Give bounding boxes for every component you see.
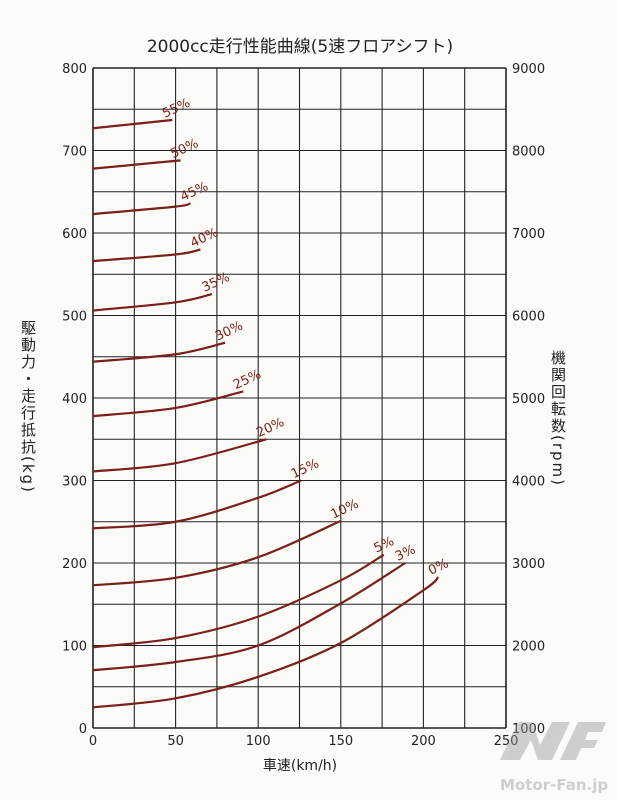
- y-axis-label: 駆動力・走行抵抗(kg): [19, 320, 37, 494]
- axes: 0 50 100 150 200 250 0 100 200 300 400 500 600 700 800…: [62, 62, 545, 749]
- y-tick-label: 400: [62, 392, 87, 407]
- curve-25pct: [92, 390, 244, 418]
- x-tick-label: 50: [167, 734, 184, 749]
- y2-tick-label: 9000: [512, 62, 545, 77]
- svg-text:Motor-Fan.jp: Motor-Fan.jp: [500, 776, 608, 794]
- x-tick-label: 100: [246, 734, 271, 749]
- curve-label: 3%: [393, 542, 418, 564]
- y2-tick-label: 4000: [512, 475, 545, 490]
- curve-label: 5%: [372, 534, 397, 556]
- curves: 0%3%5%10%15%20%25%30%35%40%45%50%55%: [92, 96, 451, 709]
- curve-label: 15%: [289, 456, 322, 482]
- curve-20pct: [92, 438, 267, 473]
- y2-tick-label: 1000: [512, 722, 545, 737]
- chart-title: 2000cc走行性能曲線(5速フロアシフト): [147, 37, 453, 57]
- y-tick-label: 700: [62, 145, 87, 160]
- y2-axis-label: 機関回転数(rpm): [549, 350, 567, 487]
- x-tick-label: 150: [328, 734, 353, 749]
- curve-3pct: [92, 562, 406, 672]
- curve-label: 50%: [168, 136, 201, 162]
- curve-10pct: [92, 519, 342, 587]
- y-tick-label: 800: [62, 62, 87, 77]
- curve-30pct: [92, 341, 226, 363]
- y-tick-label: 500: [62, 310, 87, 325]
- curve-35pct: [92, 292, 213, 312]
- y-tick-label: 300: [62, 475, 87, 490]
- curve-45pct: [92, 202, 191, 216]
- x-axis-label: 車速(km/h): [263, 757, 337, 774]
- curve-label: 55%: [160, 96, 193, 122]
- y2-tick-label: 2000: [512, 640, 545, 655]
- curve-0pct: [92, 576, 440, 709]
- curve-5pct: [92, 553, 385, 649]
- curve-15pct: [92, 479, 302, 530]
- curve-label: 40%: [188, 225, 221, 251]
- curve-label: 10%: [329, 497, 362, 523]
- y-tick-label: 0: [79, 722, 87, 737]
- curve-label: 20%: [254, 415, 287, 441]
- curve-55pct: [92, 118, 173, 130]
- curve-label: 45%: [178, 179, 211, 205]
- y2-tick-label: 5000: [512, 392, 545, 407]
- curve-50pct: [92, 159, 181, 170]
- y2-tick-label: 3000: [512, 557, 545, 572]
- curve-label: 0%: [426, 556, 451, 578]
- y2-tick-label: 8000: [512, 145, 545, 160]
- curve-40pct: [92, 248, 201, 263]
- y2-tick-label: 6000: [512, 310, 545, 325]
- watermark-logo: Motor-Fan.jp: [500, 722, 608, 794]
- y-tick-label: 200: [62, 557, 87, 572]
- x-tick-label: 0: [89, 734, 97, 749]
- x-tick-label: 200: [411, 734, 436, 749]
- x-tick-label: 250: [494, 734, 519, 749]
- grid: [92, 67, 507, 729]
- y2-tick-label: 7000: [512, 227, 545, 242]
- y-tick-label: 600: [62, 227, 87, 242]
- curve-label: 25%: [231, 367, 264, 393]
- curve-label: 30%: [213, 319, 246, 345]
- y-tick-label: 100: [62, 640, 87, 655]
